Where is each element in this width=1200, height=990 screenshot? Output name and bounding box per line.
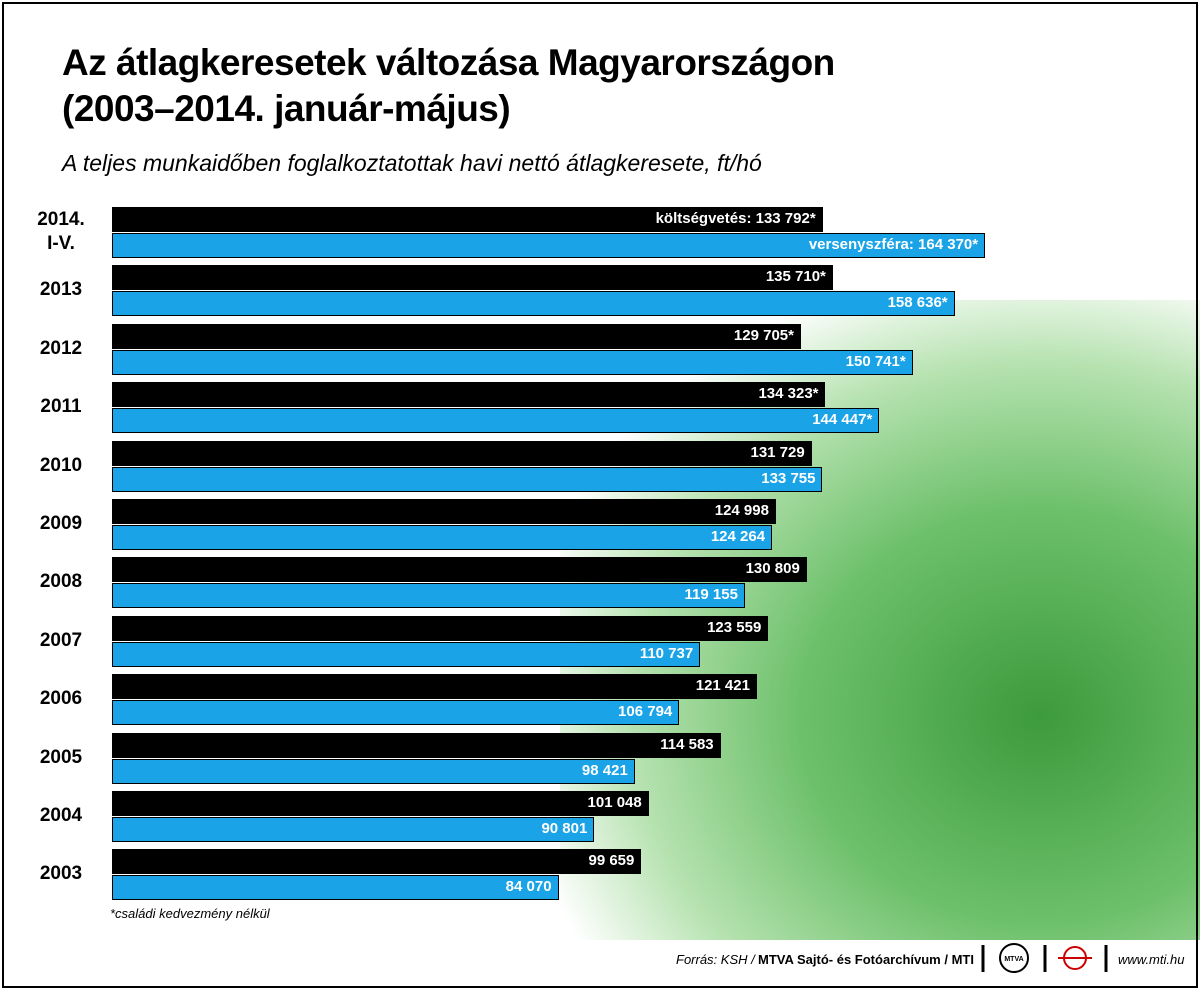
bar [112,499,776,524]
data-label: 110 737 [639,644,694,662]
data-label: 101 048 [587,794,642,811]
credit: MTVA Sajtó- és Fotóarchívum / MTI [758,952,974,967]
y-tick-label: 2007 [39,629,83,651]
bar [112,440,812,466]
footnote: *családi kedvezmény nélkül [110,906,270,921]
data-label: 150 741* [845,352,906,370]
bar [112,615,769,641]
data-label: 144 447* [812,411,873,429]
bar [112,583,745,609]
chart-subtitle: A teljes munkaidőben foglalkoztatottak h… [62,150,762,176]
bar [112,349,913,375]
bar [112,758,635,784]
y-tick-label: 2003 [39,863,83,885]
y-tick-label: 2013 [39,279,83,301]
data-label: 124 998 [714,502,769,519]
data-label: 121 421 [695,677,750,695]
y-tick-label: 2009 [39,513,83,534]
data-label: 106 794 [618,703,673,721]
bar [112,323,801,349]
source: Forrás: KSH / [676,952,755,967]
data-label: 135 710* [765,268,826,286]
bar [112,641,701,667]
bar [112,674,757,700]
y-tick-label: 2012 [39,337,83,359]
y-tick-label: 2005 [39,746,83,768]
bar [112,557,807,583]
data-label: 130 809 [745,560,800,578]
bar [112,849,642,875]
data-label: 133 755 [761,469,816,487]
chart-title: Az átlagkeresetek változása Magyarország… [62,42,835,129]
bar [112,791,649,816]
bar [112,700,680,726]
data-label: 129 705* [733,326,794,344]
y-tick-label: 2010 [39,454,83,476]
bar [112,817,595,842]
data-label: 131 729 [750,443,805,461]
data-label: 90 801 [541,820,588,837]
bar [112,732,721,758]
bar [112,265,833,291]
bar [112,875,559,901]
y-tick-label: 2011 [40,396,82,418]
bar [112,291,955,317]
bar [112,408,880,434]
logo-text: MTVA [1004,956,1023,963]
bar [112,382,826,408]
data-label: 134 323* [758,385,819,403]
y-tick-label: 2004 [39,805,83,826]
data-label: 114 583 [660,735,714,753]
data-label: versenyszféra: 164 370* [808,236,979,253]
bar [112,207,823,232]
data-label: 119 155 [684,586,738,604]
data-label: költségvetés: 133 792* [655,210,816,227]
bar [112,233,986,258]
data-label: 99 659 [588,852,635,870]
data-label: 123 559 [707,618,762,636]
logo-circle [999,943,1029,973]
bar [112,466,823,492]
bar [112,525,773,550]
y-tick-label: 2014. I-V. [37,209,85,254]
data-label: 98 421 [581,761,628,779]
data-label: 84 070 [505,878,552,896]
y-tick-label: 2008 [39,571,83,593]
url[interactable]: www.mti.hu [1118,952,1185,967]
data-label: 158 636* [887,294,948,312]
y-tick-label: 2006 [39,688,83,710]
data-label: 124 264 [710,528,766,545]
